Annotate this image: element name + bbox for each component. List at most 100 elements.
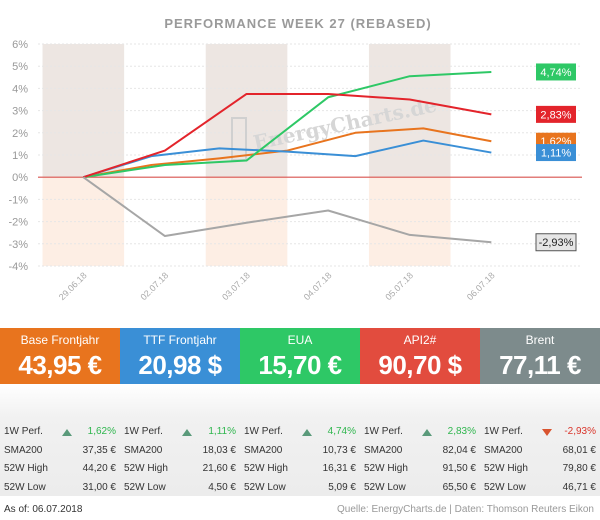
- badge-box: [536, 63, 576, 81]
- performance-chart: PERFORMANCE WEEK 27 (REBASED) EnergyChar…: [8, 16, 582, 302]
- high-row: 52W High 16,31 €: [244, 463, 356, 479]
- low-label: 52W Low: [244, 482, 286, 493]
- high-label: 52W High: [364, 463, 408, 474]
- low-value: 46,71 €: [562, 482, 596, 493]
- y-tick-label: 4%: [12, 83, 28, 95]
- chart-title: PERFORMANCE WEEK 27 (REBASED): [164, 16, 431, 31]
- high-value: 44,20 €: [82, 463, 116, 474]
- tile-price: 90,70 $: [378, 350, 462, 380]
- tile-price: 77,11 €: [499, 350, 581, 380]
- perf-row: 1W Perf. -2,93%: [484, 426, 596, 442]
- y-tick-label: 5%: [12, 61, 28, 73]
- perf-value: 2,83%: [447, 426, 476, 437]
- sma-label: SMA200: [364, 445, 403, 456]
- low-row: 52W Low 31,00 €: [4, 482, 116, 498]
- market-tile: EUA 15,70 € 1W Perf. 4,74% SMA200 10,73 …: [240, 328, 360, 496]
- perf-value: 1,62%: [87, 426, 116, 437]
- low-value: 31,00 €: [82, 482, 116, 493]
- y-tick-label: 2%: [12, 128, 28, 140]
- badge-label: 2,83%: [540, 109, 571, 121]
- x-tick-label: 05.07.18: [383, 270, 415, 302]
- sma-value: 68,01 €: [562, 445, 596, 456]
- x-tick-label: 29.06.18: [57, 270, 89, 302]
- perf-label: 1W Perf.: [124, 426, 163, 437]
- tile-header: EUA 15,70 €: [240, 328, 360, 384]
- market-tile: TTF Frontjahr 20,98 $ 1W Perf. 1,11% SMA…: [120, 328, 240, 496]
- y-tick-label: -3%: [8, 239, 28, 251]
- x-tick-label: 06.07.18: [465, 270, 497, 302]
- low-label: 52W Low: [484, 482, 526, 493]
- low-row: 52W Low 65,50 €: [364, 482, 476, 498]
- y-tick-label: 1%: [12, 150, 28, 162]
- value-badge: 2,83%: [536, 105, 576, 123]
- low-label: 52W Low: [4, 482, 46, 493]
- sma-value: 18,03 €: [202, 445, 236, 456]
- sma-row: SMA200 18,03 €: [124, 445, 236, 461]
- tile-stats: 1W Perf. -2,93% SMA200 68,01 € 52W High …: [480, 384, 600, 496]
- value-badge: 1,11%: [536, 144, 576, 162]
- sma-row: SMA200 68,01 €: [484, 445, 596, 461]
- high-row: 52W High 21,60 €: [124, 463, 236, 479]
- tile-price: 20,98 $: [138, 350, 222, 380]
- low-label: 52W Low: [124, 482, 166, 493]
- high-value: 16,31 €: [322, 463, 356, 474]
- perf-value: 1,11%: [208, 426, 236, 437]
- badge-label: 1,11%: [541, 148, 572, 160]
- value-badge: -2,93%: [535, 233, 577, 252]
- perf-row: 1W Perf. 1,62%: [4, 426, 116, 442]
- trend-up-icon: [302, 429, 312, 436]
- sma-label: SMA200: [244, 445, 283, 456]
- perf-value: -2,93%: [564, 426, 596, 437]
- y-tick-label: 6%: [12, 39, 28, 51]
- high-value: 21,60 €: [202, 463, 236, 474]
- sma-value: 37,35 €: [82, 445, 116, 456]
- end-value-badges: 1,62%1,11%4,74%2,83%-2,93%: [535, 63, 577, 252]
- tile-price: 15,70 €: [258, 350, 342, 380]
- trend-up-icon: [182, 429, 192, 436]
- tile-header: TTF Frontjahr 20,98 $: [120, 328, 240, 384]
- low-row: 52W Low 4,50 €: [124, 482, 236, 498]
- market-tile: Base Frontjahr 43,95 € 1W Perf. 1,62% SM…: [0, 328, 120, 496]
- tile-name: TTF Frontjahr: [143, 333, 217, 347]
- perf-row: 1W Perf. 2,83%: [364, 426, 476, 442]
- series-line: [83, 139, 492, 179]
- y-axis-ticks: 6% 5% 4% 3% 2% 1% 0% -1% -2% -3% -4%: [8, 39, 28, 273]
- tile-stats: 1W Perf. 2,83% SMA200 82,04 € 52W High 9…: [360, 384, 480, 496]
- low-row: 52W Low 5,09 €: [244, 482, 356, 498]
- tile-header: Brent 77,11 €: [480, 328, 600, 384]
- low-value: 4,50 €: [208, 482, 236, 493]
- series-lines: [82, 70, 492, 244]
- series-line: [83, 92, 492, 179]
- market-tile: API2# 90,70 $ 1W Perf. 2,83% SMA200 82,0…: [360, 328, 480, 496]
- sma-value: 82,04 €: [442, 445, 476, 456]
- tile-name: Brent: [525, 333, 555, 347]
- low-value: 65,50 €: [442, 482, 476, 493]
- tile-price: 43,95 €: [18, 350, 102, 380]
- trend-up-icon: [62, 429, 72, 436]
- series-line: [82, 176, 492, 244]
- sma-value: 10,73 €: [322, 445, 356, 456]
- tile-header: Base Frontjahr 43,95 €: [0, 328, 120, 384]
- perf-row: 1W Perf. 4,74%: [244, 426, 356, 442]
- y-tick-label: -1%: [8, 194, 28, 206]
- high-label: 52W High: [484, 463, 528, 474]
- x-tick-label: 04.07.18: [302, 270, 334, 302]
- sma-label: SMA200: [484, 445, 523, 456]
- high-row: 52W High 91,50 €: [364, 463, 476, 479]
- high-row: 52W High 79,80 €: [484, 463, 596, 479]
- y-tick-label: -4%: [8, 261, 28, 273]
- high-value: 79,80 €: [562, 463, 596, 474]
- sma-row: SMA200 82,04 €: [364, 445, 476, 461]
- perf-label: 1W Perf.: [4, 426, 43, 437]
- badge-box: [536, 144, 576, 162]
- y-tick-label: 0%: [12, 172, 28, 184]
- low-value: 5,09 €: [328, 482, 356, 493]
- perf-label: 1W Perf.: [364, 426, 403, 437]
- tile-header: API2# 90,70 $: [360, 328, 480, 384]
- source-credit: Quelle: EnergyCharts.de | Daten: Thomson…: [337, 504, 594, 515]
- perf-label: 1W Perf.: [244, 426, 283, 437]
- as-of-date: As of: 06.07.2018: [4, 504, 83, 515]
- sma-row: SMA200 10,73 €: [244, 445, 356, 461]
- tile-name: EUA: [287, 333, 313, 347]
- series-line: [83, 70, 492, 179]
